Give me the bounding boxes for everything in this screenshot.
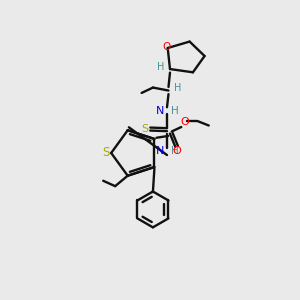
- Text: H: H: [174, 83, 182, 93]
- Text: O: O: [172, 146, 181, 156]
- Text: H: H: [171, 106, 178, 116]
- Text: N: N: [156, 106, 165, 116]
- Text: N: N: [156, 146, 165, 157]
- Text: S: S: [141, 124, 148, 134]
- Text: O: O: [162, 41, 170, 52]
- Text: H: H: [171, 146, 178, 157]
- Text: S: S: [102, 146, 110, 160]
- Text: O: O: [181, 117, 190, 127]
- Text: H: H: [157, 62, 165, 72]
